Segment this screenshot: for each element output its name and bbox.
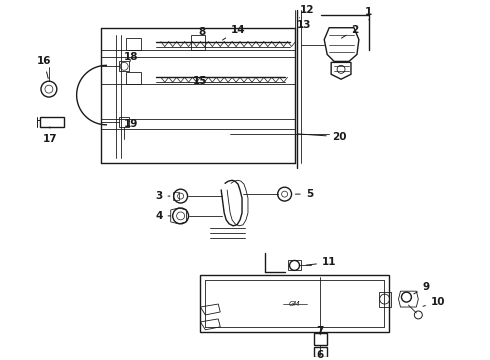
Text: 7: 7 <box>317 326 324 336</box>
Text: 12: 12 <box>299 5 315 18</box>
Text: 10: 10 <box>423 297 445 307</box>
Text: 1: 1 <box>365 7 372 20</box>
Text: 18: 18 <box>124 53 138 62</box>
Text: 8: 8 <box>199 27 206 42</box>
Text: 16: 16 <box>37 57 51 78</box>
Text: 2: 2 <box>342 25 359 38</box>
Text: 17: 17 <box>43 127 57 144</box>
Text: 20: 20 <box>297 132 346 142</box>
Text: 15: 15 <box>193 76 208 86</box>
Text: 14: 14 <box>222 25 245 40</box>
Text: 3: 3 <box>155 191 170 201</box>
Text: 5: 5 <box>295 189 313 199</box>
Text: GM: GM <box>289 301 300 307</box>
Text: 4: 4 <box>155 211 171 221</box>
Text: 13: 13 <box>297 20 312 30</box>
Text: 11: 11 <box>306 257 337 267</box>
Text: 6: 6 <box>317 350 324 360</box>
Text: 9: 9 <box>414 282 430 294</box>
Text: 19: 19 <box>124 119 138 129</box>
